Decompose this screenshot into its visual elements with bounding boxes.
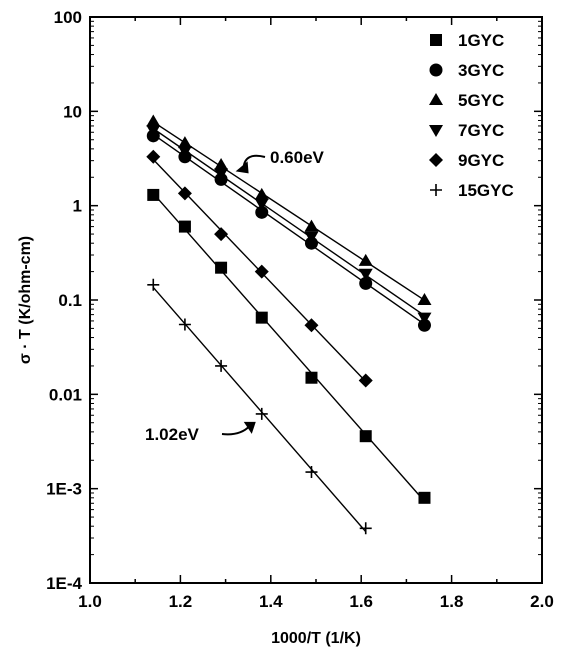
data-point-plus	[430, 184, 442, 196]
data-point-square	[147, 188, 160, 201]
data-point-circle	[429, 63, 443, 77]
data-point-triangle-down	[417, 312, 432, 325]
data-point-triangle-up	[429, 93, 443, 105]
data-point-triangle-down	[254, 198, 269, 211]
fit-line-7gyc	[152, 128, 425, 317]
data-point-triangle-up	[254, 187, 269, 200]
legend-label: 7GYC	[458, 121, 504, 140]
y-axis-title: σ · T (K/ohm-cm)	[17, 236, 34, 364]
data-point-circle	[359, 276, 373, 290]
data-point-square	[359, 430, 372, 443]
x-axis-title: 1000/T (1/K)	[271, 630, 361, 647]
data-point-triangle-down	[304, 231, 319, 244]
annotation-arrow-102	[221, 425, 251, 436]
legend: 1GYC 3GYC 5GYC 7GYC 9GYC 15GYC	[429, 31, 514, 200]
data-point-triangle-down	[358, 268, 373, 281]
fit-line-1gyc	[152, 192, 426, 502]
data-point-plus	[255, 407, 268, 420]
annotation-arrowhead-060	[235, 161, 249, 174]
data-point-square	[178, 220, 191, 233]
data-point-square	[418, 491, 431, 504]
fit-line-3gyc	[152, 133, 425, 325]
legend-label: 3GYC	[458, 61, 504, 80]
y-tick-label: 1E-4	[46, 574, 82, 593]
data-point-triangle-up	[177, 136, 192, 149]
data-point-diamond	[177, 186, 192, 201]
legend-label: 9GYC	[458, 151, 504, 170]
data-point-circle	[417, 318, 431, 332]
data-point-square	[430, 34, 442, 46]
data-point-diamond	[146, 149, 161, 164]
data-point-triangle-up	[358, 253, 373, 266]
annotation-activation-energy-102: 1.02eV	[145, 425, 200, 444]
fit-line-5gyc	[152, 121, 425, 301]
data-point-square	[255, 311, 268, 324]
legend-label: 5GYC	[458, 91, 504, 110]
y-tick-label: 1E-3	[46, 480, 82, 499]
x-tick-labels: 1.0 1.2 1.4 1.6 1.8 2.0	[78, 592, 554, 611]
data-point-triangle-up	[417, 293, 432, 305]
data-point-diamond	[214, 227, 229, 242]
data-point-triangle-up	[146, 114, 161, 127]
annotations: 0.60eV 1.02eV	[145, 148, 325, 444]
data-point-triangle-down	[429, 125, 443, 137]
y-tick-label: 100	[54, 8, 82, 27]
data-point-square	[305, 371, 318, 384]
annotation-activation-energy-060: 0.60eV	[270, 148, 325, 167]
data-point-diamond	[358, 373, 373, 388]
data-markers	[146, 114, 432, 535]
data-point-plus	[147, 278, 160, 291]
data-point-triangle-down	[177, 145, 192, 158]
x-tick-label: 2.0	[530, 592, 554, 611]
data-point-triangle-up	[304, 219, 319, 232]
x-tick-label: 1.4	[259, 592, 283, 611]
y-tick-label: 1	[73, 197, 82, 216]
fit-lines	[152, 121, 426, 533]
x-tick-label: 1.2	[169, 592, 193, 611]
data-point-plus	[305, 466, 318, 479]
y-tick-labels: 1E-4 1E-3 0.01 0.1 1 10 100	[46, 8, 82, 593]
y-tick-label: 0.1	[58, 291, 82, 310]
data-point-plus	[359, 522, 372, 535]
x-tick-label: 1.8	[440, 592, 464, 611]
data-point-triangle-up	[214, 157, 229, 170]
data-point-plus	[215, 359, 228, 372]
legend-label: 1GYC	[458, 31, 504, 50]
y-tick-label: 0.01	[49, 385, 82, 404]
x-tick-label: 1.6	[349, 592, 373, 611]
data-point-triangle-down	[214, 168, 229, 181]
x-tick-label: 1.0	[78, 592, 102, 611]
data-point-diamond	[304, 318, 319, 333]
data-point-triangle-down	[146, 125, 161, 138]
annotation-arrowhead-102	[243, 421, 256, 434]
axis-ticks	[89, 16, 543, 584]
y-tick-label: 10	[63, 102, 82, 121]
data-point-diamond	[254, 264, 269, 279]
data-point-plus	[178, 318, 191, 331]
data-point-diamond	[429, 153, 443, 167]
fit-line-15gyc	[152, 286, 367, 533]
data-point-square	[215, 261, 228, 274]
legend-label: 15GYC	[458, 181, 514, 200]
data-point-circle	[255, 205, 269, 219]
